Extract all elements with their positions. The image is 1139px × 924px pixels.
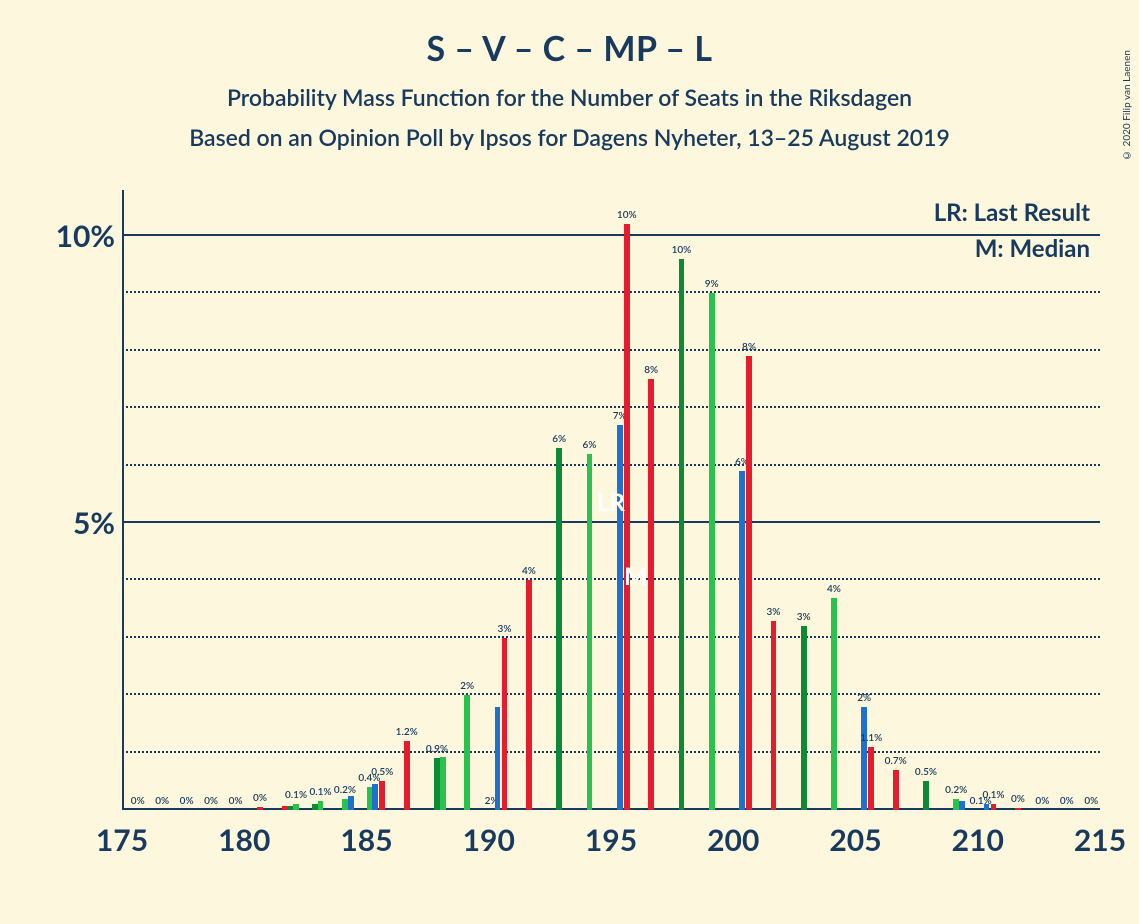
bar bbox=[502, 638, 508, 810]
bar bbox=[1015, 808, 1021, 810]
bar bbox=[587, 454, 593, 810]
y-axis-line bbox=[122, 190, 124, 810]
bar bbox=[771, 621, 777, 810]
bar-value-label: 6% bbox=[552, 433, 566, 445]
bar bbox=[709, 293, 715, 810]
bar-value-label: 8% bbox=[644, 364, 658, 376]
x-axis-label: 195 bbox=[585, 822, 637, 858]
grid-minor-line bbox=[122, 349, 1100, 351]
bar bbox=[746, 356, 752, 810]
chart-subtitle-2: Based on an Opinion Poll by Ipsos for Da… bbox=[0, 111, 1139, 151]
grid-minor-line bbox=[122, 464, 1100, 466]
bar bbox=[739, 471, 745, 810]
bar bbox=[348, 796, 354, 810]
x-axis-label: 205 bbox=[829, 822, 881, 858]
bar-value-label: 0.1% bbox=[309, 786, 331, 798]
bar-value-label: 1.1% bbox=[860, 732, 882, 744]
bar bbox=[991, 804, 997, 810]
legend-median: M: Median bbox=[975, 234, 1090, 263]
grid-minor-line bbox=[122, 578, 1100, 580]
x-axis-label: 190 bbox=[463, 822, 515, 858]
x-axis-label: 215 bbox=[1074, 822, 1126, 858]
bar bbox=[679, 259, 685, 810]
bar-value-label: 0% bbox=[155, 795, 169, 807]
bar-value-label: 2% bbox=[857, 692, 871, 704]
bar bbox=[624, 224, 630, 810]
bar-value-label: 0% bbox=[253, 792, 267, 804]
bar-value-label: 0% bbox=[180, 795, 194, 807]
bar-value-label: 0% bbox=[1011, 793, 1025, 805]
bar-value-label: 8% bbox=[742, 341, 756, 353]
bar bbox=[648, 379, 654, 810]
bar bbox=[526, 580, 532, 810]
bar-value-label: 2% bbox=[460, 680, 474, 692]
bar-value-label: 3% bbox=[797, 611, 811, 623]
bar-value-label: 0% bbox=[204, 795, 218, 807]
bar bbox=[893, 770, 899, 810]
bar-value-label: 4% bbox=[522, 565, 536, 577]
bar-value-label: 0.5% bbox=[915, 766, 937, 778]
bar bbox=[464, 695, 470, 810]
x-axis-label: 180 bbox=[218, 822, 270, 858]
bar bbox=[984, 804, 990, 810]
grid-minor-line bbox=[122, 636, 1100, 638]
x-axis-label: 175 bbox=[96, 822, 148, 858]
x-axis-label: 210 bbox=[952, 822, 1004, 858]
bar bbox=[293, 804, 299, 810]
bar-value-label: 0.1% bbox=[982, 789, 1004, 801]
bar bbox=[923, 781, 929, 810]
bar-value-label: 4% bbox=[827, 583, 841, 595]
bar bbox=[404, 741, 410, 810]
bar bbox=[801, 626, 807, 810]
bar-value-label: 0% bbox=[1084, 795, 1098, 807]
chart-title: S – V – C – MP – L bbox=[0, 0, 1139, 69]
legend-last-result: LR: Last Result bbox=[934, 198, 1090, 227]
bar-value-label: 1.2% bbox=[396, 726, 418, 738]
y-axis-label: 5% bbox=[15, 505, 115, 541]
y-axis-label: 10% bbox=[15, 218, 115, 254]
bar bbox=[617, 425, 623, 810]
bar bbox=[959, 801, 965, 810]
bar bbox=[495, 707, 501, 810]
bar bbox=[379, 781, 385, 810]
grid-major-line bbox=[122, 521, 1100, 523]
chart-subtitle-1: Probability Mass Function for the Number… bbox=[0, 69, 1139, 111]
annotation-last-result: LR bbox=[597, 488, 625, 517]
bar-value-label: 0.9% bbox=[426, 743, 448, 755]
grid-minor-line bbox=[122, 291, 1100, 293]
bar bbox=[372, 784, 378, 810]
bar bbox=[440, 757, 446, 810]
bar-value-label: 0% bbox=[229, 795, 243, 807]
chart-plot-area: LR: Last Result M: Median 0% 0% 0% 0% 0% 0% 0.… bbox=[122, 190, 1100, 810]
bar bbox=[257, 807, 263, 810]
bar-value-label: 10% bbox=[672, 244, 692, 256]
bar bbox=[868, 747, 874, 810]
bar-value-label: 3% bbox=[766, 606, 780, 618]
grid-major-line bbox=[122, 234, 1100, 236]
bar-value-label: 0.2% bbox=[945, 784, 967, 796]
bar-value-label: 0.7% bbox=[885, 755, 907, 767]
copyright-text: © 2020 Filip van Laenen bbox=[1121, 50, 1133, 161]
grid-minor-line bbox=[122, 751, 1100, 753]
bar-value-label: 10% bbox=[617, 209, 637, 221]
bar bbox=[831, 598, 837, 810]
bar-value-label: 0.5% bbox=[371, 766, 393, 778]
bar-value-label: 0% bbox=[131, 795, 145, 807]
bar-value-label: 6% bbox=[582, 439, 596, 451]
bar-value-label: 0% bbox=[1035, 795, 1049, 807]
annotation-median: M bbox=[624, 562, 647, 591]
bar bbox=[861, 707, 867, 810]
bar bbox=[556, 448, 562, 810]
bar bbox=[318, 801, 324, 810]
grid-minor-line bbox=[122, 693, 1100, 695]
x-axis-label: 185 bbox=[340, 822, 392, 858]
bar-value-label: 0.1% bbox=[285, 789, 307, 801]
bar-value-label: 0% bbox=[1060, 795, 1074, 807]
x-axis-label: 200 bbox=[707, 822, 759, 858]
bar-value-label: 0.2% bbox=[334, 784, 356, 796]
bar-value-label: 3% bbox=[498, 623, 512, 635]
bar-value-label: 9% bbox=[705, 278, 719, 290]
grid-minor-line bbox=[122, 406, 1100, 408]
